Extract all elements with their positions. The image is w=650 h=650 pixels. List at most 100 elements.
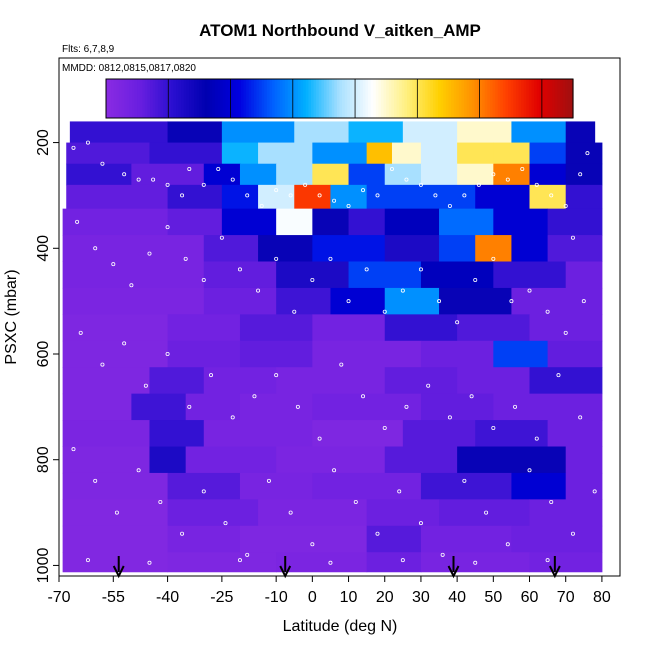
sample-point xyxy=(426,383,431,388)
y-tick-label: 800 xyxy=(35,446,52,473)
colorbar-swatch xyxy=(370,79,374,118)
colorbar-swatch xyxy=(170,79,175,118)
heatmap-cell xyxy=(366,499,440,527)
heatmap-cell xyxy=(66,184,169,210)
heatmap-cell xyxy=(276,367,386,395)
heatmap-cell xyxy=(149,367,205,395)
colorbar-swatch xyxy=(357,79,361,118)
colorbar-swatch xyxy=(212,79,216,118)
colorbar-swatch xyxy=(344,79,348,118)
heatmap-cell xyxy=(439,287,512,315)
colorbar-swatch xyxy=(194,79,198,118)
sample-point xyxy=(288,510,293,515)
y-tick-label: 600 xyxy=(35,341,52,368)
colorbar-swatch xyxy=(557,79,561,118)
heatmap-cell xyxy=(312,314,386,342)
heatmap-cell xyxy=(457,121,512,144)
sample-point xyxy=(122,172,127,177)
x-tick-label: -25 xyxy=(210,589,233,606)
sample-point xyxy=(317,436,322,441)
sample-point xyxy=(216,166,221,171)
colorbar-swatch xyxy=(554,79,559,118)
colorbar-swatch xyxy=(336,79,341,118)
sample-point xyxy=(143,383,148,388)
heatmap-cell xyxy=(239,525,368,553)
sample-point xyxy=(382,309,387,314)
colorbar-swatch xyxy=(292,79,296,118)
sample-point xyxy=(346,299,351,304)
x-tick-label: -70 xyxy=(47,589,70,606)
colorbar-swatch xyxy=(438,79,442,118)
heatmap-cell xyxy=(493,393,603,421)
heatmap-cell xyxy=(529,367,603,395)
sample-point xyxy=(473,277,478,282)
sample-point xyxy=(505,542,510,547)
sample-point xyxy=(310,542,315,547)
sample-point xyxy=(230,415,235,420)
heatmap-cell xyxy=(366,552,422,573)
heatmap-cells xyxy=(62,121,603,573)
sample-point xyxy=(563,330,568,335)
sample-point xyxy=(85,558,90,563)
colorbar-swatch xyxy=(318,79,322,118)
sample-point xyxy=(447,415,452,420)
colorbar-swatch xyxy=(484,79,488,118)
colorbar-swatch xyxy=(352,79,356,118)
sample-point xyxy=(165,182,170,187)
colorbar-swatch xyxy=(458,79,463,118)
colorbar-swatch xyxy=(523,79,527,118)
colorbar-swatch xyxy=(430,79,434,118)
colorbar-swatch xyxy=(230,79,234,118)
heatmap-cell xyxy=(62,340,169,368)
sample-point xyxy=(404,177,409,182)
sample-point xyxy=(556,373,561,378)
sample-point xyxy=(259,203,264,208)
heatmap-cell xyxy=(348,163,386,186)
colorbar-swatch xyxy=(469,79,473,118)
heatmap-cell xyxy=(529,142,567,165)
colorbar-swatch xyxy=(201,79,206,118)
colorbar-swatch xyxy=(116,79,120,118)
sample-point xyxy=(274,256,279,261)
colorbar-swatch xyxy=(393,79,398,118)
heatmap-cell xyxy=(167,314,241,342)
colorbar-swatch xyxy=(308,79,312,118)
heatmap-cell xyxy=(312,472,422,500)
heatmap-cell xyxy=(330,287,386,315)
colorbar-swatch xyxy=(531,79,535,118)
sample-point xyxy=(455,320,460,325)
colorbar-swatch xyxy=(492,79,496,118)
sample-points xyxy=(71,140,597,565)
sample-point xyxy=(114,510,119,515)
heatmap-cell xyxy=(276,287,331,315)
heatmap-cell xyxy=(62,208,169,236)
colorbar-swatch xyxy=(570,79,574,118)
heatmap-cell xyxy=(62,367,150,395)
colorbar-swatch xyxy=(181,79,185,118)
sample-point xyxy=(527,468,532,473)
sample-point xyxy=(165,351,170,356)
colorbar-swatch xyxy=(287,79,291,118)
sample-point xyxy=(332,468,337,473)
sample-point xyxy=(585,151,590,156)
sample-point xyxy=(201,277,206,282)
heatmap-cell xyxy=(420,552,531,573)
colorbar-swatch xyxy=(349,79,354,118)
sample-point xyxy=(513,404,518,409)
sample-point xyxy=(462,193,467,198)
colorbar-swatch xyxy=(440,79,444,118)
heatmap-cell xyxy=(366,142,393,165)
colorbar-swatch xyxy=(329,79,333,118)
heatmap-cell xyxy=(203,235,259,262)
colorbar-swatch xyxy=(142,79,146,118)
heatmap-cell xyxy=(547,420,603,447)
colorbar-swatch xyxy=(126,79,130,118)
sample-point xyxy=(237,267,242,272)
colorbar-swatch xyxy=(401,79,405,118)
heatmap-cell xyxy=(149,420,205,447)
sample-point xyxy=(201,489,206,494)
heatmap-cell xyxy=(565,261,603,289)
colorbar-swatch xyxy=(375,79,380,118)
sample-point xyxy=(332,198,337,203)
sample-point xyxy=(303,182,308,187)
